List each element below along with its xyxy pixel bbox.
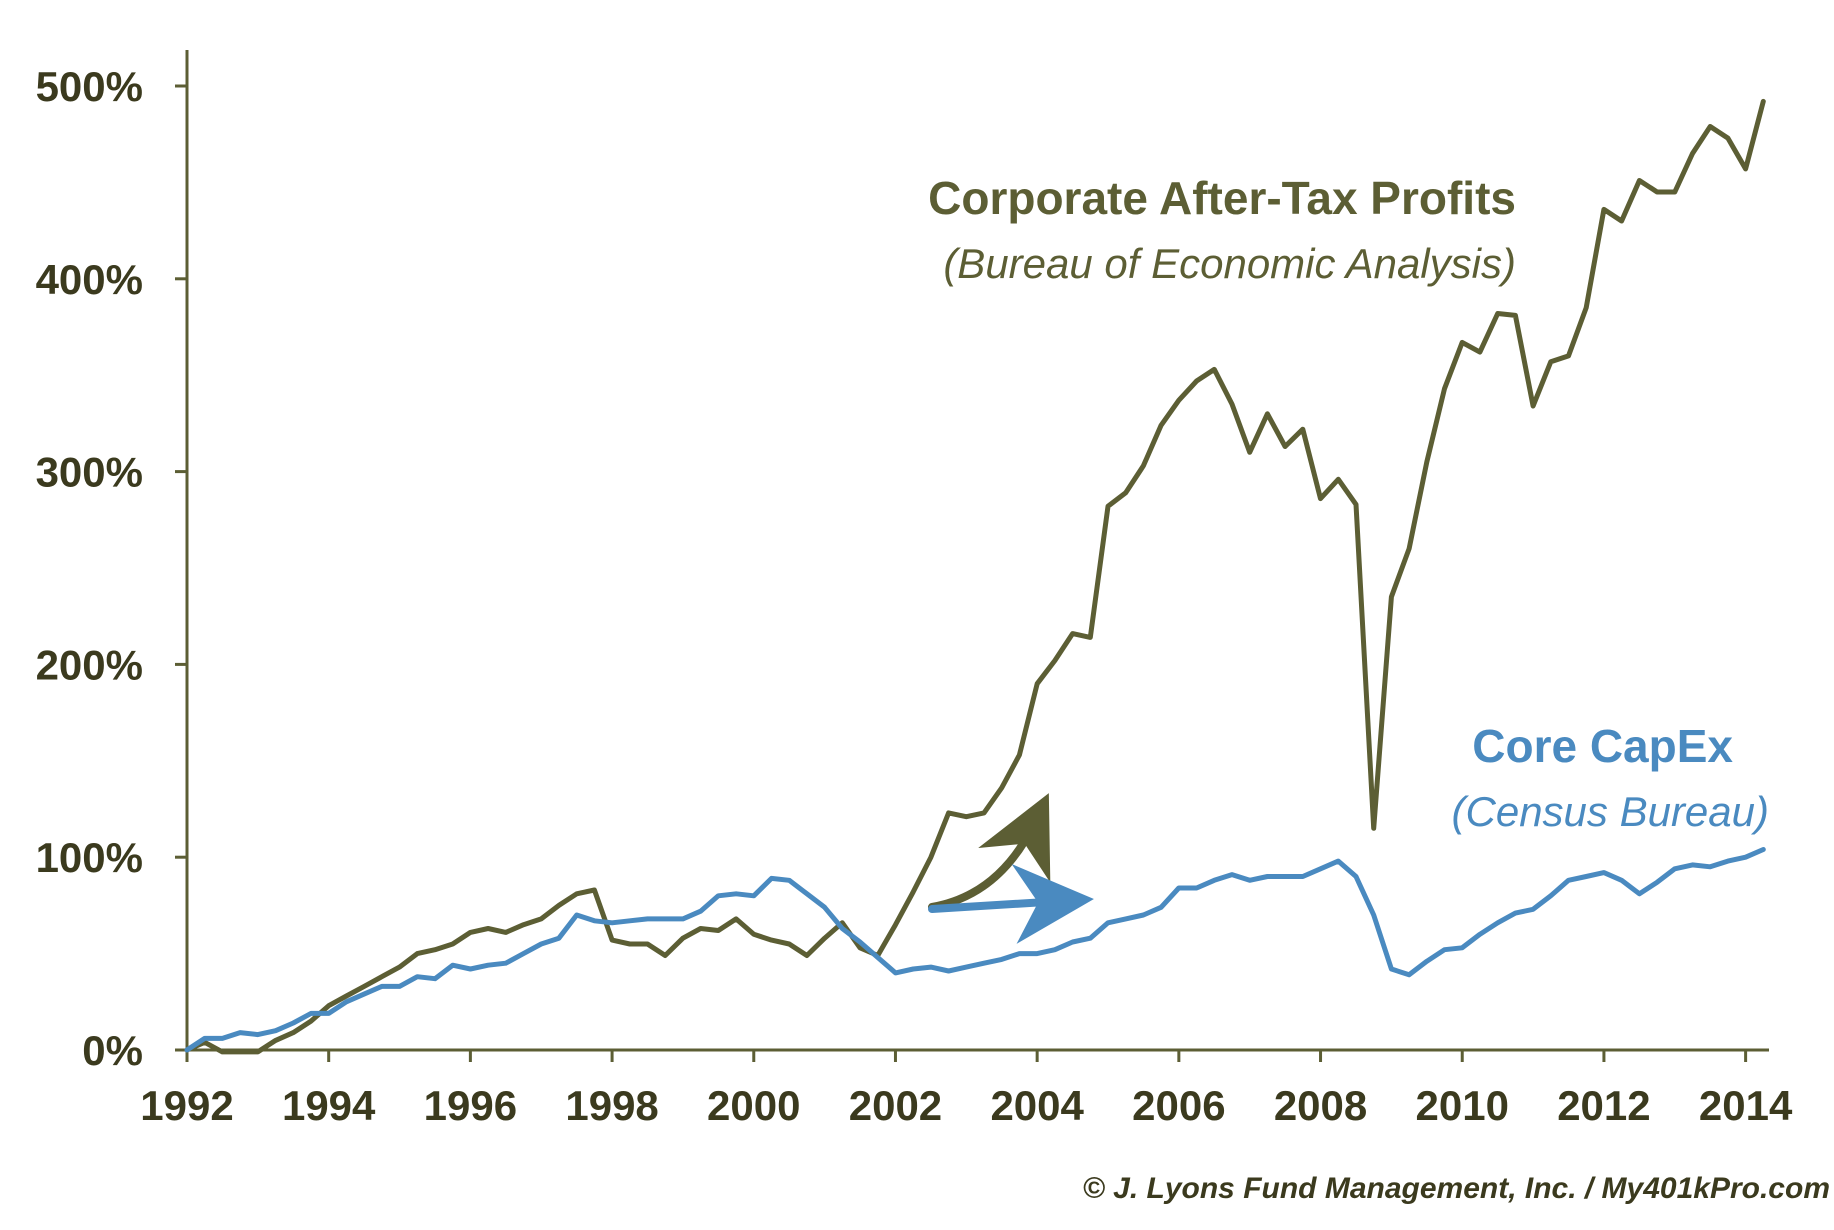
y-tick-label: 400% (36, 256, 143, 303)
x-axis: 1992 1994 1996 1998 2000 2002 2004 2006 2008 2010… (140, 1048, 1793, 1129)
x-tick-label: 2006 (1132, 1082, 1225, 1129)
x-tick-label: 2012 (1557, 1082, 1650, 1129)
capex-series-title: Core CapEx (1472, 720, 1733, 772)
corporate-after-tax-profits-line (184, 98, 1766, 1055)
annotation-arrows (928, 793, 1094, 944)
x-tick-label: 2010 (1416, 1082, 1509, 1129)
y-tick-label: 300% (36, 449, 143, 496)
profits-series-subtitle: (Bureau of Economic Analysis) (943, 240, 1516, 287)
x-tick-label: 2002 (849, 1082, 942, 1129)
x-tick-label: 2000 (707, 1082, 800, 1129)
core-capex-line (184, 847, 1766, 1053)
x-tick-label: 1992 (140, 1082, 233, 1129)
copyright-credit: © J. Lyons Fund Management, Inc. / My401… (1083, 1172, 1830, 1205)
capex-series-subtitle: (Census Bureau) (1452, 788, 1769, 835)
profits-series-title: Corporate After-Tax Profits (928, 172, 1516, 224)
x-tick-label: 2004 (990, 1082, 1084, 1129)
profits-up-arrow (928, 793, 1051, 911)
x-tick-label: 1998 (565, 1082, 658, 1129)
x-tick-label: 2014 (1699, 1082, 1793, 1129)
y-axis: 0% 100% 200% 300% 400% 500% (36, 50, 189, 1074)
x-tick-label: 1994 (282, 1082, 376, 1129)
x-tick-label: 1996 (424, 1082, 517, 1129)
y-tick-label: 100% (36, 834, 143, 881)
capex-flat-arrow (928, 864, 1094, 944)
y-tick-label: 500% (36, 63, 143, 110)
y-tick-label: 0% (82, 1027, 143, 1074)
x-tick-label: 2008 (1274, 1082, 1367, 1129)
series-lines (184, 98, 1766, 1055)
y-tick-label: 200% (36, 641, 143, 688)
